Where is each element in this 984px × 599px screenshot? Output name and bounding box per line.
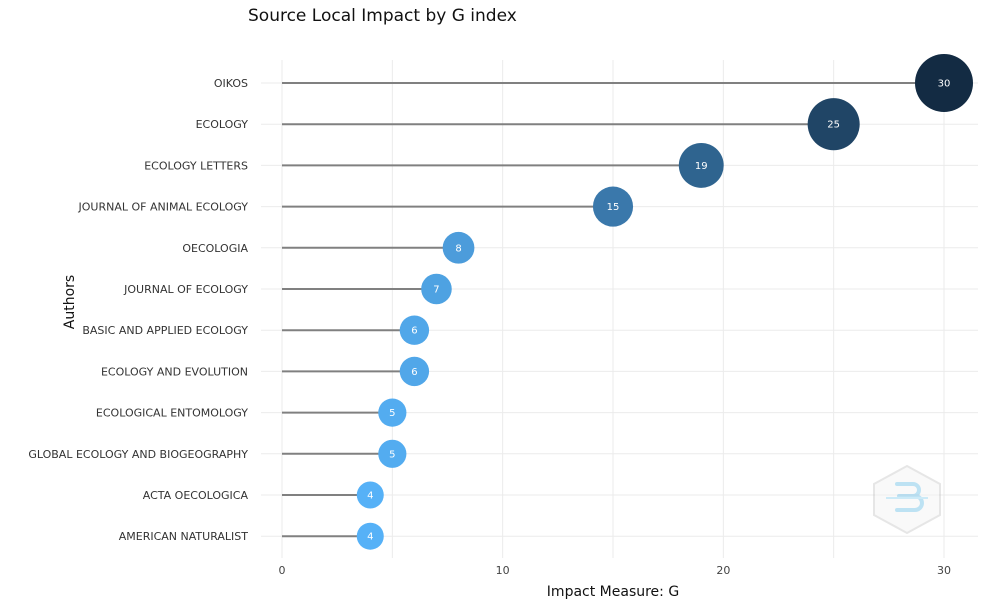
x-tick-labels: 0 10 20 30 — [279, 564, 952, 577]
category-label: GLOBAL ECOLOGY AND BIOGEOGRAPHY — [28, 448, 248, 461]
data-label: 25 — [827, 120, 840, 131]
data-label: 5 — [389, 449, 395, 460]
stem-layer — [282, 82, 944, 538]
point-layer: 30 25 19 15 8 7 6 6 5 5 4 4 — [356, 54, 973, 550]
category-label: ECOLOGY — [196, 118, 249, 131]
category-label: OECOLOGIA — [182, 242, 248, 255]
lollipop-point — [399, 356, 430, 387]
category-label: ACTA OECOLOGICA — [143, 489, 249, 502]
category-label: BASIC AND APPLIED ECOLOGY — [82, 324, 248, 337]
x-tick-label: 0 — [279, 564, 286, 577]
data-label: 8 — [455, 243, 461, 254]
lollipop-point — [356, 522, 384, 550]
chart-title: Source Local Impact by G index — [248, 6, 517, 26]
category-label: JOURNAL OF ECOLOGY — [123, 283, 248, 296]
y-axis-title: Authors — [62, 275, 78, 329]
lollipop-point — [378, 439, 407, 468]
data-label: 5 — [389, 408, 395, 419]
data-label: 19 — [695, 161, 708, 172]
x-axis-title: Impact Measure: G — [547, 584, 679, 599]
x-tick-label: 30 — [937, 564, 951, 577]
x-tick-label: 20 — [716, 564, 730, 577]
lollipop-point — [356, 481, 384, 509]
lollipop-point — [442, 231, 475, 264]
category-label: ECOLOGICAL ENTOMOLOGY — [96, 407, 248, 420]
x-tick-label: 10 — [496, 564, 510, 577]
data-label: 30 — [938, 79, 951, 90]
category-label: OIKOS — [214, 77, 248, 90]
lollipop-point — [421, 273, 452, 305]
data-label: 7 — [433, 285, 439, 296]
category-label: ECOLOGY LETTERS — [144, 159, 248, 172]
lollipop-point — [592, 186, 634, 227]
category-label: ECOLOGY AND EVOLUTION — [101, 365, 248, 378]
lollipop-point — [915, 54, 973, 112]
data-label: 6 — [411, 326, 417, 337]
category-label: AMERICAN NATURALIST — [119, 530, 249, 543]
bibliometrix-logo-watermark — [873, 464, 941, 535]
data-label: 4 — [367, 532, 373, 543]
data-label: 4 — [367, 491, 373, 502]
data-label: 6 — [411, 367, 417, 378]
data-label: 15 — [607, 202, 620, 213]
lollipop-point — [807, 98, 860, 151]
lollipop-point — [399, 315, 430, 345]
category-labels: OIKOS ECOLOGY ECOLOGY LETTERS JOURNAL OF AN… — [28, 77, 248, 543]
lollipop-point — [378, 398, 407, 427]
category-label: JOURNAL OF ANIMAL ECOLOGY — [78, 201, 249, 214]
lollipop-point — [678, 142, 724, 188]
